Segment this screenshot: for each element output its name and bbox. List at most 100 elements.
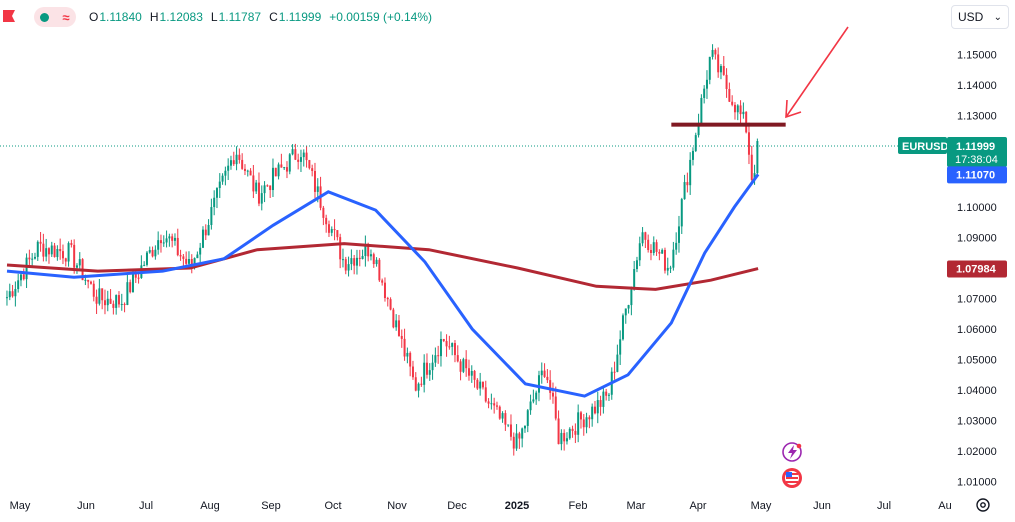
candle-body <box>739 105 742 115</box>
lightning-icon[interactable] <box>782 442 802 462</box>
candle-body <box>361 256 364 259</box>
candle-body <box>703 88 706 98</box>
candle-body <box>165 238 168 243</box>
candle-body <box>397 320 400 336</box>
candle-body <box>288 154 291 172</box>
candle-body <box>437 355 440 357</box>
candle-body <box>663 249 666 271</box>
candle-body <box>411 366 414 378</box>
currency-selector[interactable]: USD ⌄ <box>951 5 1009 29</box>
candle-body <box>428 370 431 375</box>
candle-body <box>159 240 162 244</box>
candle-body <box>162 242 165 244</box>
candle-body <box>613 371 616 373</box>
currency-label: USD <box>958 10 984 24</box>
candle-body <box>255 182 258 192</box>
time-axis-label: Feb <box>569 500 588 512</box>
candle-body <box>187 258 190 264</box>
candle-body <box>103 300 106 306</box>
candle-body <box>498 406 501 419</box>
candle-body <box>470 370 473 376</box>
candle-body <box>705 79 708 89</box>
candle-body <box>75 265 78 268</box>
candle-body <box>574 430 577 435</box>
candle-body <box>64 258 67 262</box>
candle-body <box>677 226 680 243</box>
indicator-status-pill[interactable]: ≈ <box>34 7 76 27</box>
us-flag-icon[interactable] <box>782 468 802 488</box>
candle-body <box>689 159 692 186</box>
candle-body <box>551 392 554 397</box>
open-value: 1.11840 <box>99 10 142 24</box>
ma-slow-tag <box>947 260 1007 278</box>
candle-body <box>31 258 34 260</box>
candle-body <box>87 279 90 282</box>
candle-body <box>316 186 319 192</box>
candle-body <box>266 185 269 187</box>
settings-icon[interactable] <box>976 498 990 512</box>
low-value: 1.11787 <box>218 10 262 24</box>
time-axis-label: May <box>751 500 772 512</box>
candle-body <box>495 405 498 407</box>
candle-body <box>515 433 518 449</box>
flag-icon[interactable] <box>2 9 16 23</box>
resistance-line[interactable] <box>671 122 786 127</box>
candle-body <box>753 173 756 180</box>
candle-body <box>157 240 160 250</box>
candle-body <box>658 251 661 254</box>
trend-arrow-drawing[interactable] <box>785 26 849 119</box>
time-axis-label: Oct <box>324 500 341 512</box>
candle-body <box>322 207 325 218</box>
candle-body <box>630 289 633 306</box>
candle-body <box>148 250 151 253</box>
candle-body <box>179 255 182 257</box>
candle-body <box>523 425 526 429</box>
candle-body <box>579 412 582 420</box>
candle-body <box>554 396 557 419</box>
candle-body <box>61 251 64 259</box>
candle-body <box>355 257 358 266</box>
candle-body <box>274 167 277 177</box>
time-axis-label: Nov <box>387 500 407 512</box>
candle-body <box>302 152 305 158</box>
candle-body <box>353 258 356 266</box>
candle-body <box>8 291 11 298</box>
candle-body <box>624 308 627 316</box>
candle-body <box>154 249 157 257</box>
candle-body <box>493 403 496 406</box>
candle-body <box>168 236 171 239</box>
close-value: 1.11999 <box>278 10 322 24</box>
candle-body <box>238 154 241 160</box>
price-tick-label: 1.09000 <box>957 233 997 245</box>
candle-body <box>193 258 196 266</box>
time-axis-label: Jun <box>813 500 831 512</box>
ma-slow-value: 1.07984 <box>956 263 997 275</box>
candle-body <box>736 105 739 113</box>
last-price-tag <box>947 137 1007 168</box>
candle-body <box>479 381 482 389</box>
candle-body <box>381 280 384 283</box>
candle-body <box>686 182 689 186</box>
price-tick-label: 1.07000 <box>957 294 997 306</box>
candle-body <box>33 256 36 259</box>
candle-body <box>448 346 451 348</box>
candle-body <box>383 282 386 298</box>
candle-body <box>291 149 294 155</box>
candle-body <box>507 424 510 426</box>
candle-body <box>571 428 574 431</box>
price-tick-label: 1.06000 <box>957 324 997 336</box>
high-label: H <box>149 10 159 24</box>
candle-body <box>199 247 202 255</box>
candle-body <box>512 436 515 449</box>
candle-body <box>633 269 636 290</box>
candle-body <box>120 303 123 305</box>
price-tick-label: 1.10000 <box>957 202 997 214</box>
time-axis-label: 2025 <box>505 500 529 512</box>
candle-body <box>347 264 350 271</box>
candle-body <box>557 418 560 445</box>
candle-body <box>697 123 700 136</box>
candle-body <box>344 259 347 271</box>
candle-body <box>330 229 333 233</box>
candle-body <box>467 368 470 376</box>
